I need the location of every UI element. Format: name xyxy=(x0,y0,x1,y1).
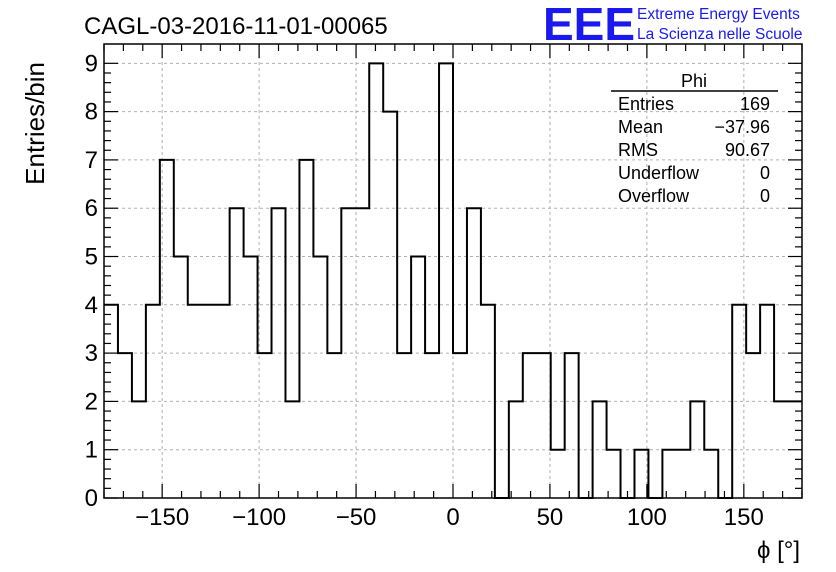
x-tick-label: −50 xyxy=(336,504,377,531)
histogram-bin xyxy=(439,63,453,498)
stats-row-label: Mean xyxy=(618,117,663,137)
chart-title: CAGL-03-2016-11-01-00065 xyxy=(84,13,388,40)
histogram-bin xyxy=(565,353,579,498)
stats-row-label: Entries xyxy=(618,94,674,114)
histogram-bin xyxy=(299,160,313,498)
histogram-bin xyxy=(453,353,467,498)
histogram-bin xyxy=(383,112,397,498)
logo-line-2: La Scienza nelle Scuole xyxy=(637,26,802,43)
y-tick-label: 4 xyxy=(85,292,98,319)
y-tick-label: 6 xyxy=(85,195,98,222)
histogram-bin xyxy=(258,353,272,498)
x-tick-labels: −150 −100 −50 0 50 100 150 xyxy=(135,504,764,531)
histogram-outline xyxy=(104,62,802,499)
eee-logo-mark: EEE xyxy=(543,0,635,50)
x-axis-label: ϕ [°] xyxy=(757,537,800,564)
y-tick-label: 9 xyxy=(85,50,98,77)
histogram-bin xyxy=(341,208,355,498)
y-tick-label: 1 xyxy=(85,437,98,464)
eee-logo: EEE Extreme Energy Events La Scienza nel… xyxy=(543,0,802,50)
x-tick-label: 50 xyxy=(537,504,564,531)
stats-box: Phi Entries 169 Mean −37.96 RMS 90.67 Underflo… xyxy=(611,71,778,206)
y-tick-labels: 0 1 2 3 4 5 6 7 8 9 xyxy=(85,50,98,512)
stats-row-label: Underflow xyxy=(618,163,700,183)
stats-rows: Entries 169 Mean −37.96 RMS 90.67 Underflow 0 Ov… xyxy=(618,94,770,206)
stats-row-label: Overflow xyxy=(618,186,690,206)
histogram-bin xyxy=(397,353,411,498)
logo-line-1: Extreme Energy Events xyxy=(637,6,800,23)
stats-row-value: 0 xyxy=(760,186,770,206)
x-tick-label: 0 xyxy=(446,504,459,531)
histogram-bin xyxy=(537,353,551,498)
histogram-bin xyxy=(244,257,258,498)
histogram-bin xyxy=(704,450,718,498)
y-tick-label: 5 xyxy=(85,244,98,271)
histogram-bin xyxy=(425,353,439,498)
y-tick-label: 0 xyxy=(85,485,98,512)
x-tick-label: −100 xyxy=(232,504,286,531)
stats-row-value: 169 xyxy=(740,94,770,114)
histogram-bin xyxy=(551,450,565,498)
axis-ticks xyxy=(103,44,803,499)
stats-row-label: RMS xyxy=(618,140,658,160)
histogram-bin xyxy=(607,450,621,498)
y-tick-label: 3 xyxy=(85,340,98,367)
stats-row-value: 0 xyxy=(760,163,770,183)
histogram-bin xyxy=(746,353,760,498)
histogram-bin xyxy=(411,257,425,498)
x-tick-label: 100 xyxy=(627,504,667,531)
y-axis-label: Entries/bin xyxy=(20,62,50,185)
stats-title: Phi xyxy=(681,71,707,91)
y-tick-label: 7 xyxy=(85,147,98,174)
histogram-bin xyxy=(676,450,690,498)
y-tick-label: 2 xyxy=(85,388,98,415)
histogram-bin xyxy=(313,257,327,498)
histogram-bin xyxy=(662,450,676,498)
y-tick-label: 8 xyxy=(85,99,98,126)
stats-row-value: −37.96 xyxy=(714,117,770,137)
x-tick-label: −150 xyxy=(135,504,189,531)
histogram-bin xyxy=(523,353,537,498)
histogram-bin xyxy=(174,257,188,498)
histogram-bin xyxy=(369,63,383,498)
histogram-bin xyxy=(216,305,230,498)
x-tick-label: 150 xyxy=(724,504,764,531)
histogram-bin xyxy=(118,353,132,498)
histogram-bin xyxy=(327,353,341,498)
histogram-bars xyxy=(104,62,802,499)
stats-row-value: 90.67 xyxy=(725,140,770,160)
